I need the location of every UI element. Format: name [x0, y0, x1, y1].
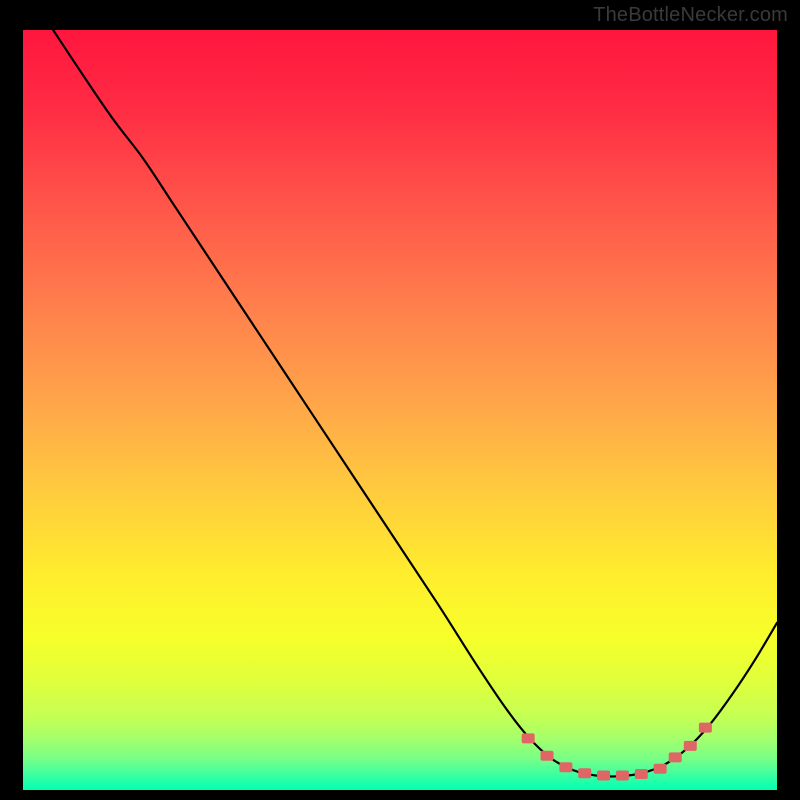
- gradient-background: [23, 30, 777, 790]
- curve-marker: [541, 751, 554, 761]
- figure: TheBottleNecker.com: [0, 0, 800, 800]
- curve-marker: [669, 752, 682, 762]
- curve-marker: [699, 723, 712, 733]
- curve-marker: [616, 771, 629, 781]
- curve-marker: [578, 768, 591, 778]
- chart-svg: [23, 30, 777, 790]
- curve-marker: [635, 769, 648, 779]
- curve-marker: [654, 764, 667, 774]
- bottleneck-curve: [53, 30, 777, 777]
- curve-marker: [522, 733, 535, 743]
- curve-marker: [597, 771, 610, 781]
- plot-area: [23, 30, 777, 790]
- attribution-text: TheBottleNecker.com: [593, 4, 788, 27]
- curve-marker: [559, 762, 572, 772]
- marker-group: [522, 723, 712, 781]
- curve-marker: [684, 741, 697, 751]
